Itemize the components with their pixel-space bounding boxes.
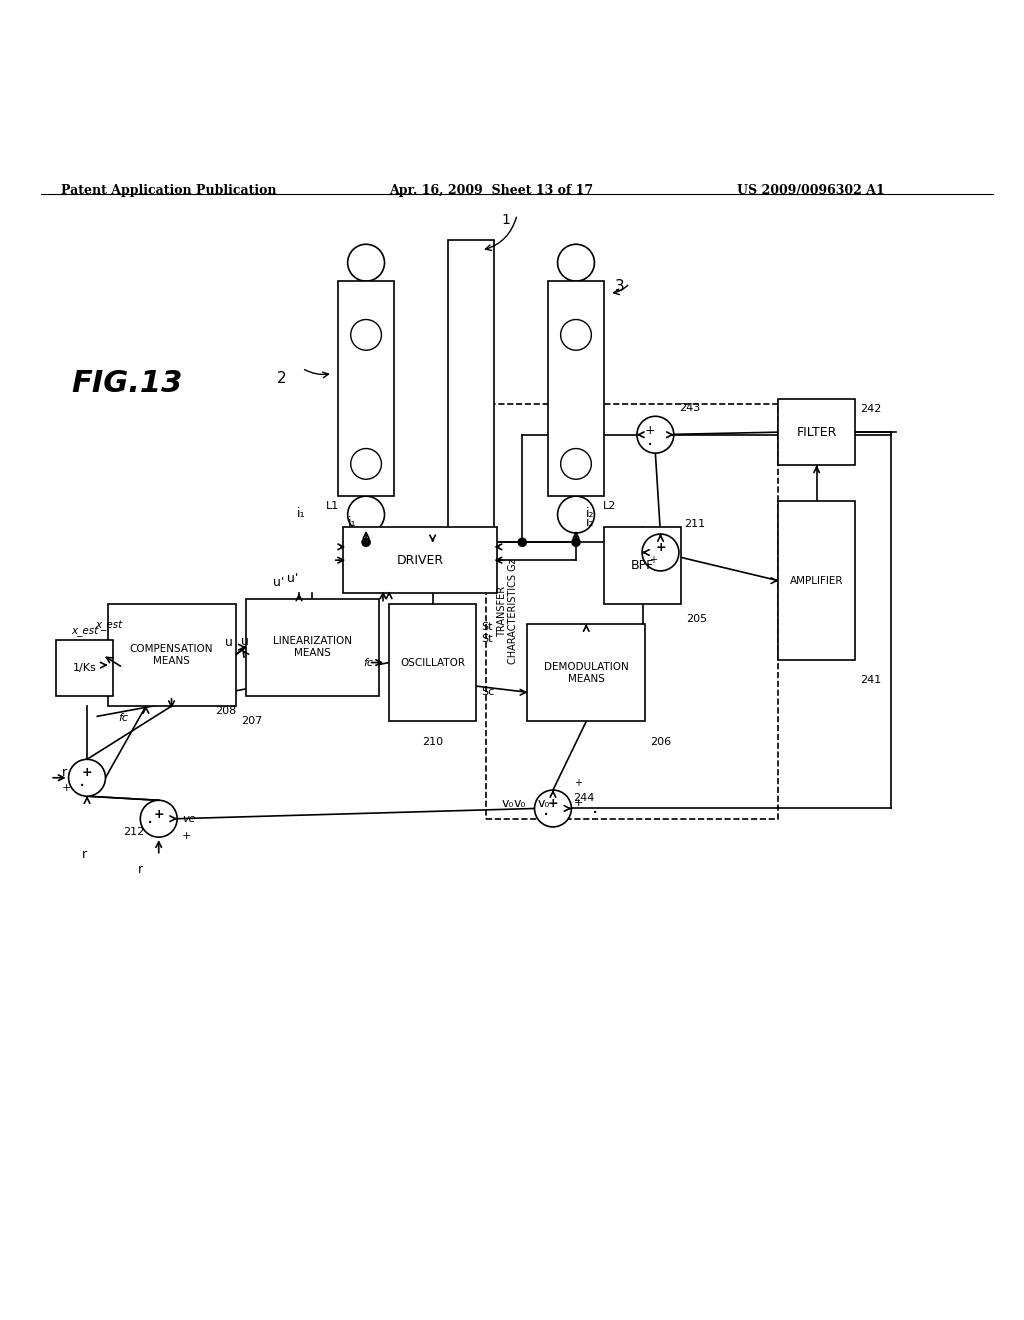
- Text: x_est: x_est: [96, 620, 123, 631]
- Text: 206: 206: [650, 737, 672, 747]
- Bar: [338, 281, 394, 496]
- Text: FILTER: FILTER: [797, 425, 837, 438]
- Text: 210: 210: [422, 737, 443, 747]
- Text: v₀: v₀: [502, 797, 514, 810]
- Text: BPF: BPF: [631, 558, 654, 572]
- Circle shape: [637, 416, 674, 453]
- Circle shape: [348, 496, 385, 533]
- Text: x_est: x_est: [71, 627, 98, 638]
- Circle shape: [348, 244, 385, 281]
- Text: 241: 241: [860, 676, 882, 685]
- Bar: [449, 240, 494, 562]
- Text: u: u: [225, 636, 233, 649]
- Text: 208: 208: [215, 706, 237, 715]
- Text: COMPENSATION
MEANS: COMPENSATION MEANS: [130, 644, 213, 665]
- Text: u': u': [273, 577, 285, 589]
- Bar: [108, 603, 236, 706]
- Bar: [778, 502, 855, 660]
- Text: +: +: [574, 777, 583, 788]
- Text: i₁: i₁: [297, 507, 305, 520]
- Text: 1/Ks: 1/Ks: [73, 663, 96, 673]
- Bar: [548, 281, 604, 496]
- Text: TRANSFER
CHARACTERISTICS Gz: TRANSFER CHARACTERISTICS Gz: [497, 558, 518, 664]
- Text: LINEARIZATION
MEANS: LINEARIZATION MEANS: [272, 636, 352, 657]
- Text: +: +: [82, 766, 92, 779]
- Text: +: +: [644, 424, 655, 437]
- Text: r: r: [82, 847, 87, 861]
- Text: FIG.13: FIG.13: [72, 370, 183, 399]
- Text: 212: 212: [123, 826, 144, 837]
- Bar: [56, 639, 113, 696]
- Text: +: +: [655, 541, 666, 554]
- Bar: [778, 399, 855, 466]
- Bar: [527, 624, 645, 722]
- Circle shape: [140, 800, 177, 837]
- Text: fc: fc: [118, 713, 128, 723]
- Text: i₂: i₂: [586, 507, 595, 520]
- Circle shape: [557, 244, 594, 281]
- Text: 204: 204: [323, 603, 344, 614]
- Text: L1: L1: [327, 502, 339, 511]
- Text: 243: 243: [679, 403, 700, 413]
- Text: AMPLIFIER: AMPLIFIER: [790, 576, 844, 586]
- Text: fc: fc: [364, 657, 374, 668]
- Text: i₂: i₂: [586, 516, 595, 529]
- Text: u: u: [241, 635, 249, 648]
- Bar: [486, 404, 778, 818]
- Bar: [246, 598, 379, 696]
- Text: u': u': [287, 572, 298, 585]
- Text: 3: 3: [614, 279, 625, 294]
- Text: OSCILLATOR: OSCILLATOR: [400, 657, 465, 668]
- Circle shape: [69, 759, 105, 796]
- Text: St: St: [481, 634, 493, 644]
- Text: r: r: [61, 766, 67, 779]
- Text: i₁: i₁: [348, 516, 356, 529]
- Text: 211: 211: [684, 519, 706, 529]
- Text: 207: 207: [241, 717, 262, 726]
- Text: Sc: Sc: [481, 686, 495, 697]
- Text: ·: ·: [647, 437, 653, 455]
- Circle shape: [362, 539, 371, 546]
- Text: ve: ve: [182, 813, 196, 824]
- Text: L2: L2: [602, 502, 616, 511]
- Text: ·: ·: [543, 807, 549, 825]
- Text: Apr. 16, 2009  Sheet 13 of 17: Apr. 16, 2009 Sheet 13 of 17: [389, 183, 593, 197]
- Text: 205: 205: [686, 614, 708, 624]
- Bar: [604, 527, 681, 603]
- Text: v₀: v₀: [538, 797, 550, 810]
- Bar: [343, 527, 497, 594]
- Text: 1: 1: [502, 213, 511, 227]
- Text: +: +: [548, 797, 558, 810]
- Circle shape: [571, 539, 580, 546]
- Text: 244: 244: [573, 793, 595, 804]
- Text: ·: ·: [592, 804, 598, 824]
- Text: +: +: [649, 554, 657, 565]
- Text: ·: ·: [146, 814, 153, 833]
- Text: DEMODULATION
MEANS: DEMODULATION MEANS: [544, 663, 629, 684]
- Circle shape: [642, 535, 679, 572]
- Text: ·: ·: [79, 777, 85, 796]
- Bar: [389, 603, 476, 722]
- Circle shape: [535, 791, 571, 826]
- Circle shape: [557, 496, 594, 533]
- Text: +: +: [61, 783, 71, 793]
- Text: +: +: [573, 799, 583, 808]
- Text: r: r: [138, 863, 143, 875]
- Circle shape: [518, 539, 526, 546]
- Text: US 2009/0096302 A1: US 2009/0096302 A1: [737, 183, 885, 197]
- Text: St: St: [481, 622, 493, 632]
- Text: +: +: [154, 808, 164, 821]
- Text: DRIVER: DRIVER: [396, 553, 443, 566]
- Text: Patent Application Publication: Patent Application Publication: [61, 183, 276, 197]
- Text: 242: 242: [860, 404, 882, 414]
- Text: 2: 2: [276, 371, 286, 385]
- Text: v₀: v₀: [514, 797, 526, 810]
- Text: +: +: [182, 832, 191, 841]
